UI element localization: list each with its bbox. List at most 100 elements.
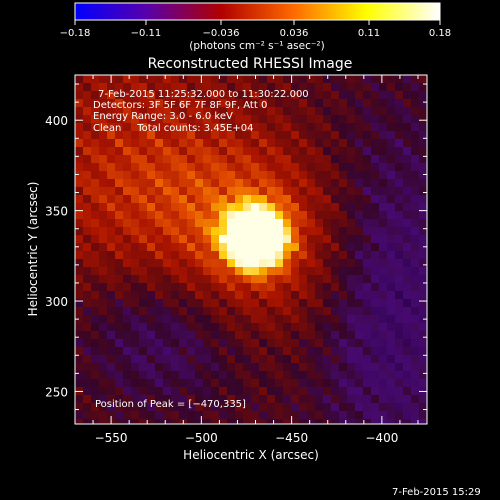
heatmap-cell bbox=[147, 155, 155, 163]
heatmap-cell bbox=[203, 243, 211, 251]
heatmap-cell bbox=[107, 371, 115, 379]
heatmap-cell bbox=[99, 363, 107, 371]
heatmap-cell bbox=[123, 107, 131, 115]
heatmap-cell bbox=[163, 99, 171, 107]
heatmap-cell bbox=[243, 371, 251, 379]
heatmap-cell bbox=[235, 251, 243, 259]
heatmap-cell bbox=[91, 171, 99, 179]
heatmap-cell bbox=[147, 211, 155, 219]
heatmap-cell bbox=[227, 227, 235, 235]
heatmap-cell bbox=[139, 323, 147, 331]
heatmap-cell bbox=[291, 211, 299, 219]
heatmap-cell bbox=[107, 219, 115, 227]
heatmap-cell bbox=[275, 195, 283, 203]
heatmap-cell bbox=[251, 219, 259, 227]
heatmap-cell bbox=[283, 307, 291, 315]
heatmap-cell bbox=[219, 355, 227, 363]
heatmap-cell bbox=[363, 91, 371, 99]
heatmap-cell bbox=[123, 403, 131, 411]
heatmap-cell bbox=[203, 187, 211, 195]
heatmap-cell bbox=[211, 243, 219, 251]
heatmap-cell bbox=[123, 371, 131, 379]
heatmap-cell bbox=[99, 339, 107, 347]
heatmap-cell bbox=[379, 179, 387, 187]
heatmap-cell bbox=[283, 163, 291, 171]
heatmap-cell bbox=[163, 155, 171, 163]
heatmap-cell bbox=[339, 371, 347, 379]
heatmap-cell bbox=[163, 115, 171, 123]
heatmap-cell bbox=[371, 299, 379, 307]
heatmap-cell bbox=[299, 75, 307, 83]
heatmap-cell bbox=[251, 115, 259, 123]
heatmap-cell bbox=[339, 155, 347, 163]
heatmap-cell bbox=[123, 219, 131, 227]
heatmap-cell bbox=[267, 307, 275, 315]
heatmap-cell bbox=[403, 419, 411, 424]
heatmap-cell bbox=[331, 355, 339, 363]
heatmap-cell bbox=[299, 315, 307, 323]
heatmap-cell bbox=[219, 155, 227, 163]
heatmap-cell bbox=[299, 107, 307, 115]
heatmap-cell bbox=[331, 187, 339, 195]
heatmap-cell bbox=[219, 347, 227, 355]
heatmap-cell bbox=[179, 195, 187, 203]
heatmap-cell bbox=[219, 147, 227, 155]
heatmap-cell bbox=[363, 243, 371, 251]
heatmap-cell bbox=[195, 91, 203, 99]
heatmap-cell bbox=[283, 299, 291, 307]
heatmap-cell bbox=[387, 187, 395, 195]
heatmap-cell bbox=[251, 307, 259, 315]
heatmap-cell bbox=[395, 99, 403, 107]
heatmap-cell bbox=[211, 307, 219, 315]
heatmap-cell bbox=[211, 331, 219, 339]
heatmap-cell bbox=[251, 83, 259, 91]
heatmap-cell bbox=[243, 123, 251, 131]
heatmap-cell bbox=[283, 211, 291, 219]
heatmap-cell bbox=[235, 363, 243, 371]
heatmap-cell bbox=[323, 107, 331, 115]
heatmap-cell bbox=[99, 395, 107, 403]
heatmap-cell bbox=[275, 147, 283, 155]
heatmap-cell bbox=[307, 163, 315, 171]
heatmap-cell bbox=[179, 387, 187, 395]
heatmap-cell bbox=[203, 163, 211, 171]
heatmap-cell bbox=[355, 379, 363, 387]
heatmap-cell bbox=[91, 339, 99, 347]
heatmap-cell bbox=[363, 379, 371, 387]
heatmap-cell bbox=[99, 155, 107, 163]
heatmap-cell bbox=[315, 355, 323, 363]
heatmap-cell bbox=[307, 371, 315, 379]
heatmap-cell bbox=[219, 219, 227, 227]
heatmap-cell bbox=[195, 251, 203, 259]
heatmap-cell bbox=[115, 107, 123, 115]
heatmap-cell bbox=[187, 419, 195, 424]
heatmap-cell bbox=[179, 155, 187, 163]
heatmap-cell bbox=[187, 195, 195, 203]
heatmap-cell bbox=[419, 283, 427, 291]
heatmap-cell bbox=[411, 171, 419, 179]
heatmap-cell bbox=[331, 275, 339, 283]
heatmap-cell bbox=[299, 195, 307, 203]
heatmap-cell bbox=[235, 195, 243, 203]
heatmap-cell bbox=[203, 155, 211, 163]
heatmap-cell bbox=[267, 123, 275, 131]
heatmap-cell bbox=[115, 123, 123, 131]
heatmap-cell bbox=[91, 331, 99, 339]
heatmap-cell bbox=[99, 411, 107, 419]
heatmap-cell bbox=[411, 283, 419, 291]
heatmap-cell bbox=[75, 331, 83, 339]
heatmap-cell bbox=[291, 395, 299, 403]
heatmap-cell bbox=[171, 355, 179, 363]
heatmap-cell bbox=[187, 155, 195, 163]
heatmap-cell bbox=[275, 363, 283, 371]
heatmap-cell bbox=[187, 315, 195, 323]
heatmap-cell bbox=[171, 75, 179, 83]
heatmap-cell bbox=[347, 251, 355, 259]
heatmap-cell bbox=[307, 83, 315, 91]
heatmap-cell bbox=[347, 315, 355, 323]
heatmap-cell bbox=[235, 171, 243, 179]
heatmap-cell bbox=[371, 403, 379, 411]
heatmap-cell bbox=[419, 131, 427, 139]
heatmap-cell bbox=[363, 203, 371, 211]
